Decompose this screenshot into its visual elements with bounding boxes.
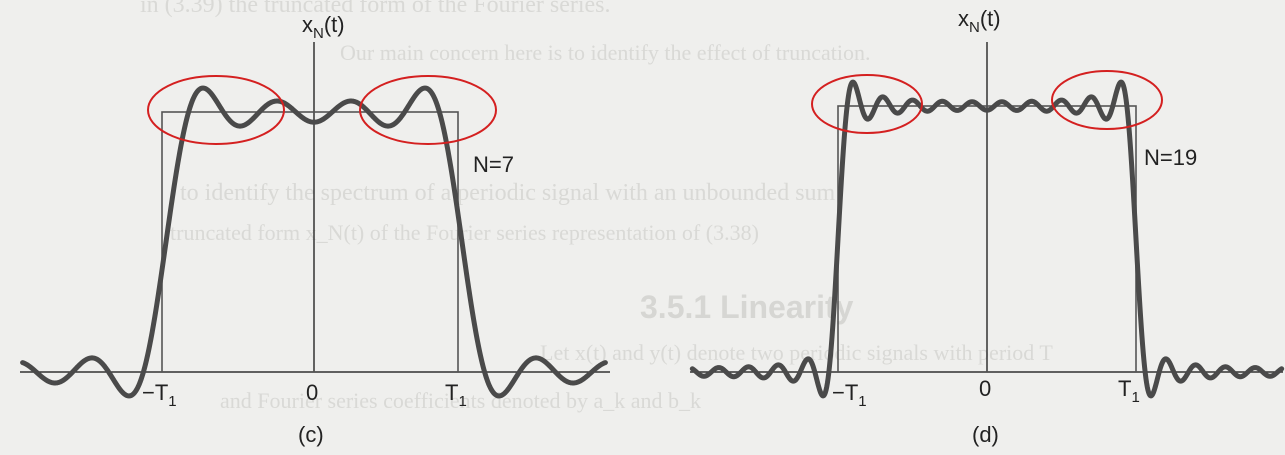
partial-sum-curve xyxy=(689,79,1285,399)
bleed-section: 3.5.1 Linearity xyxy=(640,289,854,325)
tick-label-neg-t1: −T1 xyxy=(832,380,867,410)
n-label: N=19 xyxy=(1144,145,1197,170)
y-axis-label: xN(t) xyxy=(958,6,1001,36)
panel-caption: (d) xyxy=(972,422,999,447)
n-label: N=7 xyxy=(473,152,514,177)
panel-d: xN(t) N=19 −T1 0 T1 (d) xyxy=(689,6,1285,447)
gibbs-overshoot-circle-right xyxy=(1051,70,1163,130)
bleed-line-4: truncated form x_N(t) of the Fourier ser… xyxy=(170,220,759,245)
tick-label-t1: T1 xyxy=(1118,376,1140,406)
tick-label-zero: 0 xyxy=(979,376,991,401)
tick-label-zero: 0 xyxy=(306,380,318,405)
gibbs-overshoot-circle-left xyxy=(811,74,923,134)
gibbs-overshoot-circle-right xyxy=(359,75,497,145)
partial-sum-curve xyxy=(20,85,608,399)
bleed-line-3: to identify the spectrum of a periodic s… xyxy=(180,180,836,206)
bleed-line-6: and Fourier series coefficients denoted … xyxy=(220,388,701,413)
bleed-through-text: in (3.39) the truncated form of the Four… xyxy=(140,0,1053,413)
gibbs-overshoot-circle-left xyxy=(147,75,285,145)
square-wave-outline xyxy=(161,111,459,373)
tick-label-neg-t1: −T1 xyxy=(142,380,177,410)
panel-caption: (c) xyxy=(298,422,324,447)
y-axis-label: xN(t) xyxy=(302,12,345,42)
bleed-line-2: Our main concern here is to identify the… xyxy=(340,40,870,65)
bleed-line-1: in (3.39) the truncated form of the Four… xyxy=(140,0,611,18)
bleed-line-5: Let x(t) and y(t) denote two periodic si… xyxy=(540,340,1053,365)
tick-label-t1: T1 xyxy=(445,380,467,410)
panel-c: xN(t) N=7 −T1 0 T1 (c) xyxy=(20,12,610,447)
